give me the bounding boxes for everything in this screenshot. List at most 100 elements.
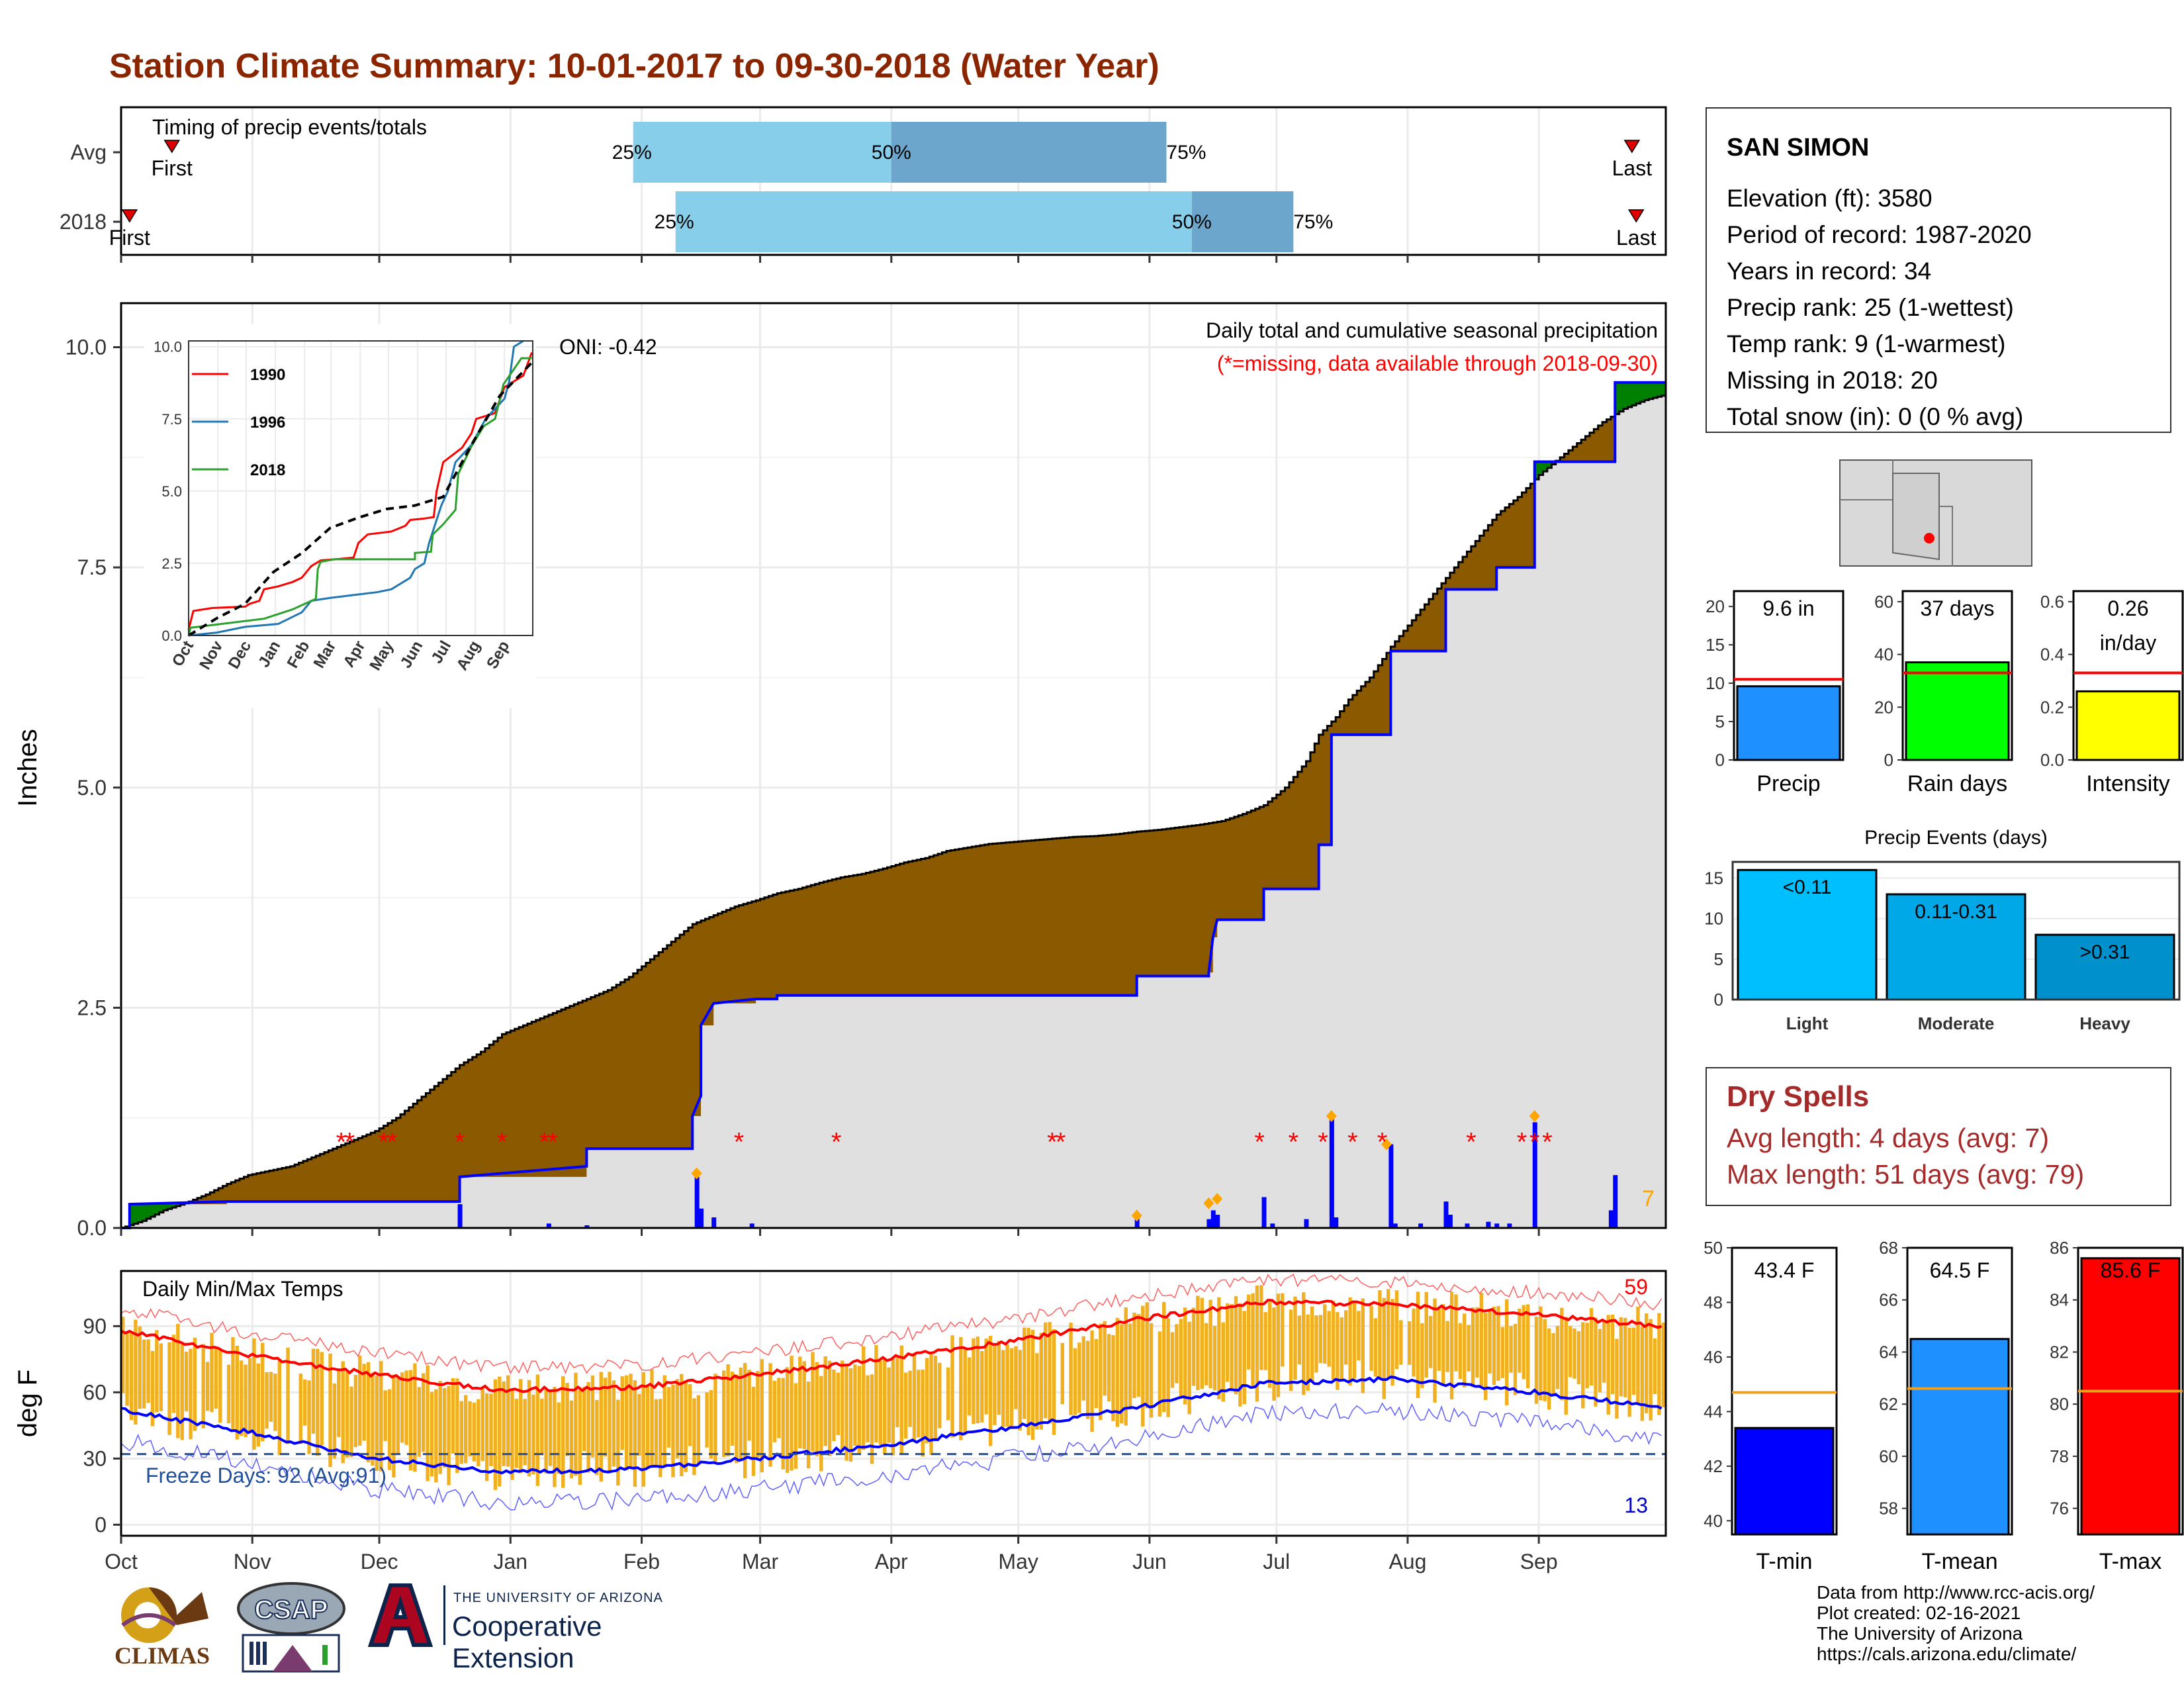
- precip-daily-bar: [694, 1176, 700, 1228]
- precip-record-marker: [1203, 1197, 1214, 1209]
- small-panel-xlabel-Intensity: Intensity: [2086, 771, 2170, 796]
- temp-panel-ytick-label: 86: [2050, 1238, 2069, 1258]
- temp-panel-ytick-label: 62: [1879, 1394, 1898, 1414]
- temps-month-label: Mar: [742, 1550, 778, 1573]
- precip-daily-bar: [1334, 1217, 1339, 1228]
- inset-series-line-1990: [187, 352, 533, 630]
- temps-max-count: 59: [1624, 1275, 1648, 1299]
- page-title: Station Climate Summary: 10-01-2017 to 0…: [109, 47, 1160, 85]
- station-temp-rank: Temp rank: 9 (1-warmest): [1727, 330, 2006, 357]
- temps-freeze-label: Freeze Days: 92 (Avg:91): [146, 1464, 387, 1487]
- precip-missing-marker: *: [1288, 1128, 1298, 1157]
- temp-panel-ytick-label: 66: [1879, 1290, 1898, 1310]
- precip-missing-marker: *: [387, 1128, 397, 1157]
- timing-row-label-Avg: Avg: [70, 140, 107, 164]
- precip-record-marker: [1131, 1209, 1142, 1222]
- small-panel-ytick-label: 0.6: [2040, 592, 2064, 612]
- precip-plot-frame: [120, 302, 1667, 1229]
- temps-ytick-label: 60: [83, 1380, 107, 1404]
- precip-daily-bar: [1134, 1217, 1140, 1228]
- station-elevation: Elevation (ft): 3580: [1727, 185, 1933, 212]
- timing-bar-25-50-Avg: [633, 122, 891, 183]
- precip-daily-bar: [1261, 1197, 1267, 1228]
- precip-daily-bar: [584, 1225, 590, 1228]
- dry-spells-avg: Avg length: 4 days (avg: 7): [1727, 1123, 2049, 1153]
- precip-ytick-label: 7.5: [77, 555, 107, 579]
- inset-series-line-2018: [187, 357, 532, 636]
- temps-month-label: Nov: [234, 1550, 271, 1573]
- precip-daily-bar: [457, 1204, 463, 1228]
- precip-daily-bar: [1418, 1223, 1424, 1228]
- precip-record-marker: [1381, 1138, 1392, 1150]
- inset-legend-label-1996: 1996: [250, 414, 285, 432]
- precip-corner-count: 7: [1642, 1186, 1655, 1211]
- small-panel-bar-Rain days: [1905, 661, 2010, 761]
- small-panel-xlabel-Precip: Precip: [1756, 771, 1820, 796]
- precip-missing-marker: *: [1466, 1128, 1477, 1157]
- precip-missing-marker: *: [1347, 1128, 1358, 1157]
- precip-daily-bar: [1388, 1144, 1394, 1228]
- small-panel-ytick-label: 0.4: [2040, 645, 2064, 665]
- precip-record-marker: [1212, 1193, 1223, 1205]
- timing-row-label-2018: 2018: [60, 210, 107, 234]
- temp-panel-ytick-label: 76: [2050, 1499, 2069, 1519]
- inset-ytick-label: 0.0: [161, 628, 182, 644]
- precip-daily-bar: [749, 1223, 754, 1228]
- precip-record-marker: [691, 1167, 702, 1180]
- inset-legend-label-2018: 2018: [250, 461, 285, 479]
- precip-ytick-label: 5.0: [77, 776, 107, 800]
- timing-marker-first-2018: [121, 209, 138, 223]
- precip-deficit-area: [125, 416, 1615, 1229]
- precip-daily-bar: [1304, 1219, 1309, 1228]
- precip-daily-bar: [1392, 1223, 1398, 1228]
- temps-frame: [120, 1270, 1667, 1537]
- dry-spells-title: Dry Spells: [1727, 1080, 1870, 1113]
- precip-record-marker: [1326, 1110, 1337, 1123]
- precip-ytick-label: 0.0: [77, 1216, 107, 1240]
- temp-panel-xlabel-T-max: T-max: [2099, 1549, 2161, 1574]
- precip-record-marker: [1529, 1110, 1540, 1123]
- temp-panel-value-label-T-mean: 64.5 F: [1930, 1258, 1990, 1282]
- timing-label-last-Avg: Last: [1612, 156, 1653, 180]
- precip-title: Daily total and cumulative seasonal prec…: [1206, 318, 1658, 342]
- precip-missing-marker: *: [734, 1128, 745, 1157]
- timing-marker-last-2018: [1627, 209, 1645, 223]
- precip-missing-marker: *: [1056, 1128, 1066, 1157]
- timing-marker-last-Avg: [1623, 140, 1641, 154]
- precip-daily-bar: [1210, 1210, 1216, 1228]
- small-panel-bar-Precip: [1736, 685, 1841, 761]
- precip-missing-marker: *: [1517, 1128, 1527, 1157]
- temps-title: Daily Min/Max Temps: [142, 1277, 343, 1301]
- temp-panel-bar-T-min: [1734, 1427, 1835, 1536]
- footer-url: https://cals.arizona.edu/climate/: [1817, 1644, 2077, 1664]
- precip-ylabel: Inches: [13, 729, 42, 807]
- events-bar-Light: [1737, 868, 1878, 1001]
- precip-daily-bar: [546, 1223, 551, 1228]
- small-panel-value-label-Rain days: 37 days: [1920, 596, 1994, 620]
- precip-daily-bar: [1215, 1215, 1220, 1228]
- precip-missing-marker: *: [1529, 1128, 1540, 1157]
- small-panel-ytick-label: 0: [1884, 750, 1893, 770]
- inset-legend-label-1990: 1990: [250, 366, 285, 384]
- ua-logo-divider: [443, 1585, 445, 1645]
- small-panel-value-label-Intensity: 0.26: [2107, 596, 2148, 620]
- precip-daily-bar: [711, 1217, 717, 1228]
- precip-daily-bar: [1206, 1219, 1212, 1228]
- small-panel-ytick-label: 15: [1706, 635, 1725, 655]
- temps-month-label: Oct: [105, 1550, 138, 1573]
- csap-logo: CSAP: [237, 1582, 345, 1673]
- precip-missing-marker: *: [345, 1128, 355, 1157]
- events-xlabel-Moderate: Moderate: [1918, 1013, 1995, 1033]
- temps-ytick-label: 90: [83, 1314, 107, 1338]
- small-panel-value-label-Precip: 9.6 in: [1762, 596, 1814, 620]
- precip-missing-marker: *: [831, 1128, 842, 1157]
- climas-logo: CLIMAS: [114, 1587, 210, 1669]
- temps-month-label: Sep: [1520, 1550, 1558, 1573]
- precip-oni-label: ONI: -0.42: [559, 335, 657, 359]
- events-frame-outline: [1731, 861, 2181, 1001]
- precip-daily-bar: [1494, 1223, 1500, 1228]
- events-title: Precip Events (days): [1864, 827, 2048, 849]
- small-panel-ytick-label: 60: [1874, 592, 1893, 612]
- small-panel-ytick-label: 0.0: [2040, 750, 2064, 770]
